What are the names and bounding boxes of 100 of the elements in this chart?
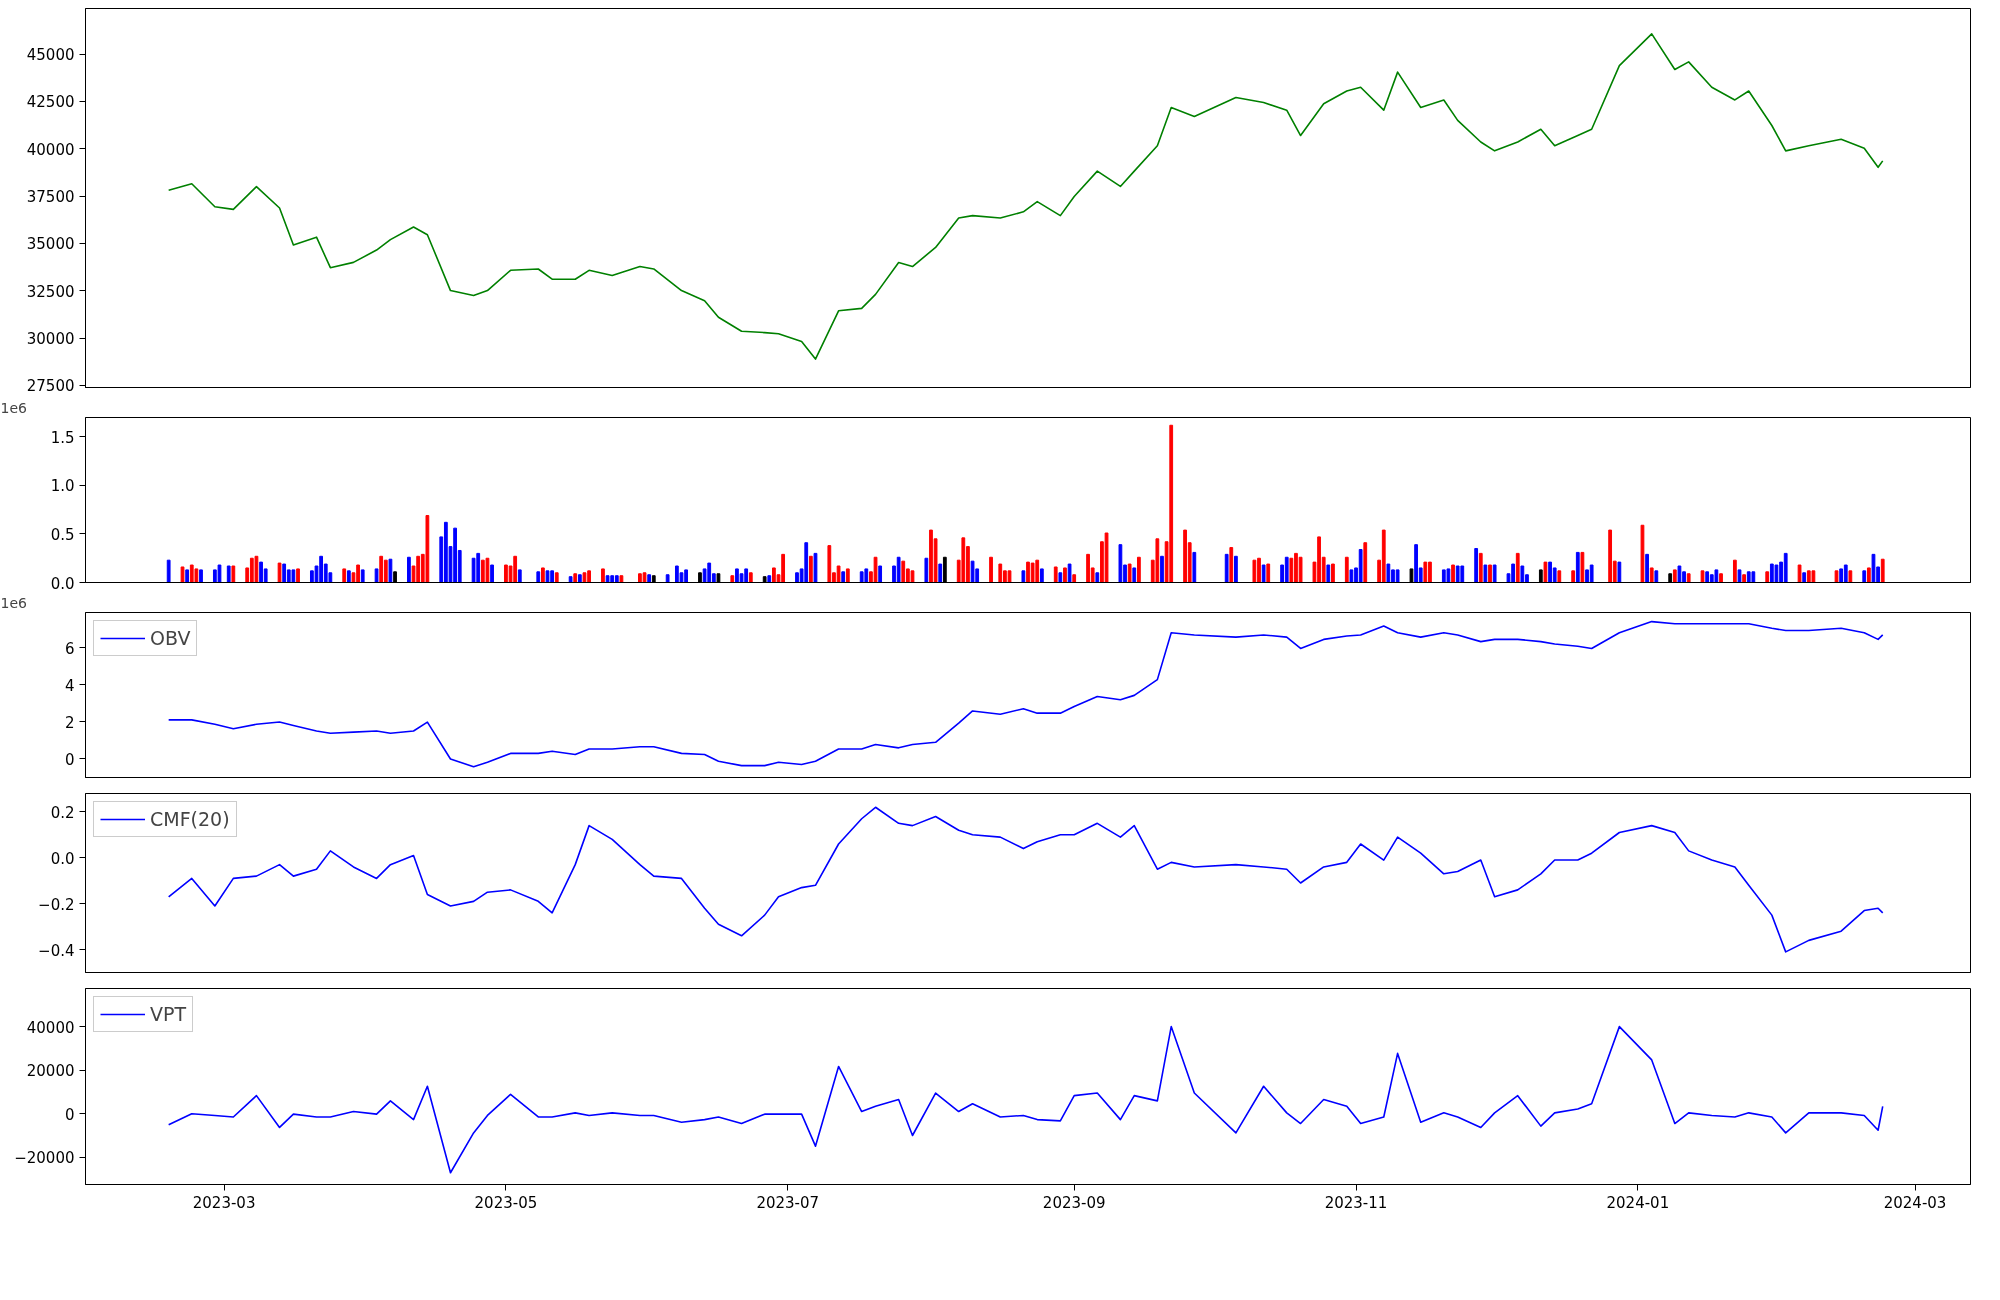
bar (1672, 569, 1677, 583)
bar (1363, 542, 1368, 583)
bar (1575, 551, 1580, 583)
bar (1765, 571, 1770, 583)
bar (1266, 563, 1271, 583)
bar (1700, 570, 1705, 583)
bar (1589, 564, 1594, 583)
bar (1645, 553, 1649, 583)
bar (1737, 569, 1742, 583)
bar (1192, 551, 1197, 583)
y-tick-label: 45000 (26, 46, 75, 65)
legend-label: VPT (150, 1003, 187, 1025)
bar (1234, 555, 1238, 583)
y-tick-label: 6 (64, 639, 75, 658)
bar (767, 575, 772, 583)
bar (1714, 569, 1719, 583)
bar (1862, 570, 1867, 583)
bar (194, 568, 199, 583)
bar (1520, 565, 1525, 583)
bar (642, 572, 647, 583)
bar (249, 557, 254, 583)
bar (1608, 529, 1613, 583)
y-tick-label: 0 (64, 750, 75, 769)
bar (277, 562, 282, 583)
bar (577, 574, 582, 583)
bar (254, 555, 259, 583)
bar (1742, 574, 1746, 583)
bar (226, 565, 231, 583)
bar (231, 565, 236, 583)
bar (961, 537, 966, 583)
bar (1386, 563, 1391, 583)
bar (1705, 571, 1710, 583)
bar (383, 559, 388, 583)
bar (864, 568, 869, 583)
bar (1423, 561, 1428, 583)
bar (1774, 564, 1779, 583)
bar (1137, 556, 1141, 583)
bar (1349, 569, 1354, 583)
y-tick-label: 42500 (26, 93, 75, 112)
bar (1169, 424, 1174, 583)
bar (199, 569, 203, 583)
bar (1806, 570, 1811, 583)
bar (605, 575, 610, 583)
bar (873, 556, 878, 583)
y-tick-label: 35000 (26, 235, 75, 254)
bar (1834, 570, 1839, 583)
bar (388, 558, 393, 583)
bar (1252, 559, 1257, 583)
bar (938, 563, 943, 583)
bar (1746, 571, 1751, 583)
bar (804, 542, 809, 583)
bar (541, 567, 545, 583)
bar (665, 574, 670, 583)
bar (1446, 568, 1451, 583)
bar (1848, 570, 1853, 583)
x-tick-label: 2023-05 (474, 1193, 538, 1212)
x-tick-label: 2023-09 (1042, 1193, 1106, 1212)
bar (1298, 556, 1303, 583)
y-tick-label: 30000 (26, 330, 75, 349)
y-tick-label: 40000 (26, 140, 75, 159)
bar (485, 557, 490, 583)
bar (1053, 566, 1058, 583)
y-tick-label: 2 (64, 713, 75, 732)
bar (1326, 564, 1331, 583)
bar (166, 559, 171, 583)
bar (841, 571, 846, 583)
bar (1769, 563, 1774, 583)
bar (217, 564, 222, 583)
bar (180, 566, 185, 583)
bar (1488, 564, 1492, 583)
bar (808, 555, 813, 583)
bar (1455, 565, 1460, 583)
bar (1571, 570, 1576, 583)
legend-label: OBV (150, 627, 191, 649)
bar (1839, 568, 1844, 583)
bar (1132, 567, 1137, 583)
y-tick-label: −20000 (14, 1149, 75, 1168)
bar (924, 557, 929, 583)
bar (1160, 555, 1164, 583)
bar (1654, 570, 1659, 583)
bar (1783, 552, 1788, 583)
bar (647, 574, 652, 583)
bar (573, 573, 578, 583)
y-tick-label: 40000 (26, 1018, 75, 1037)
y-tick-label: 20000 (26, 1062, 75, 1081)
y-tick-label: 0 (64, 1105, 75, 1124)
bar (1072, 574, 1077, 583)
bar (545, 570, 550, 583)
bar (1460, 565, 1465, 583)
bar (1515, 552, 1520, 583)
y-tick-label: 37500 (26, 188, 75, 207)
bar (1640, 524, 1645, 583)
bar (836, 565, 841, 583)
y-tick-label: −0.2 (38, 895, 75, 914)
y-tick-label: 1.5 (50, 428, 75, 447)
bar (517, 569, 522, 583)
bar (1880, 558, 1885, 583)
bar (296, 568, 300, 583)
bar (407, 556, 411, 583)
text: 1e6 (0, 399, 28, 416)
